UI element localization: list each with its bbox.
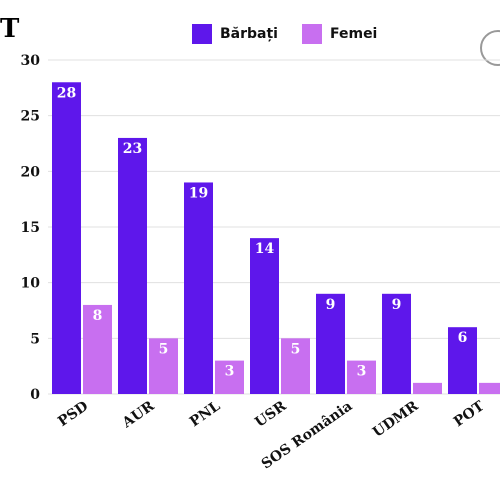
x-tick-label: UDMR <box>370 398 422 441</box>
x-tick-label: AUR <box>119 398 158 432</box>
data-label: 5 <box>159 341 169 357</box>
bar-femei-0 <box>83 304 112 394</box>
bar-femei-1 <box>149 338 178 394</box>
bar-barbati-3 <box>250 238 279 394</box>
y-tick-label: 0 <box>30 387 40 403</box>
y-tick-label: 5 <box>30 331 40 347</box>
data-label: 3 <box>357 364 367 380</box>
x-tick-label: PSD <box>55 398 91 430</box>
data-label: 19 <box>189 185 208 201</box>
bar-barbati-5 <box>382 293 411 394</box>
bar-barbati-0 <box>52 82 81 395</box>
legend-swatch-barbati <box>192 24 212 44</box>
y-tick-label: 10 <box>21 276 41 292</box>
x-tick-label: PNL <box>187 398 223 430</box>
y-tick-label: 20 <box>21 164 41 180</box>
data-label: 28 <box>57 85 76 101</box>
bar-barbati-1 <box>118 137 147 394</box>
bar-femei-2 <box>215 360 244 394</box>
legend-label-femei: Femei <box>329 26 378 42</box>
data-label: 3 <box>225 364 235 380</box>
legend-item-barbati: Bărbați <box>192 24 278 44</box>
bar-barbati-6 <box>448 327 477 394</box>
x-tick-label: USR <box>252 398 289 431</box>
bar-femei-6 <box>479 382 500 394</box>
data-label: 23 <box>123 141 142 157</box>
data-label: 9 <box>392 297 402 313</box>
bar-femei-4 <box>347 360 376 394</box>
data-label: 6 <box>458 330 468 346</box>
chart-legend: Bărbați Femei <box>192 24 377 44</box>
legend-label-barbati: Bărbați <box>220 26 278 42</box>
bar-femei-3 <box>281 338 310 394</box>
y-tick-label: 30 <box>21 53 41 69</box>
legend-swatch-femei <box>301 24 322 44</box>
bar-barbati-2 <box>184 182 213 394</box>
data-label: 8 <box>93 308 103 324</box>
data-label: 9 <box>326 297 336 313</box>
x-tick-label: POT <box>451 398 488 430</box>
y-tick-label: 15 <box>21 220 40 236</box>
y-tick-label: 25 <box>21 109 40 125</box>
data-label: 14 <box>255 241 275 257</box>
bar-barbati-4 <box>316 293 345 394</box>
data-label: 5 <box>291 341 301 357</box>
bar-femei-5 <box>413 382 442 394</box>
legend-item-femei: Femei <box>301 24 378 44</box>
page-title: T <box>0 14 20 44</box>
